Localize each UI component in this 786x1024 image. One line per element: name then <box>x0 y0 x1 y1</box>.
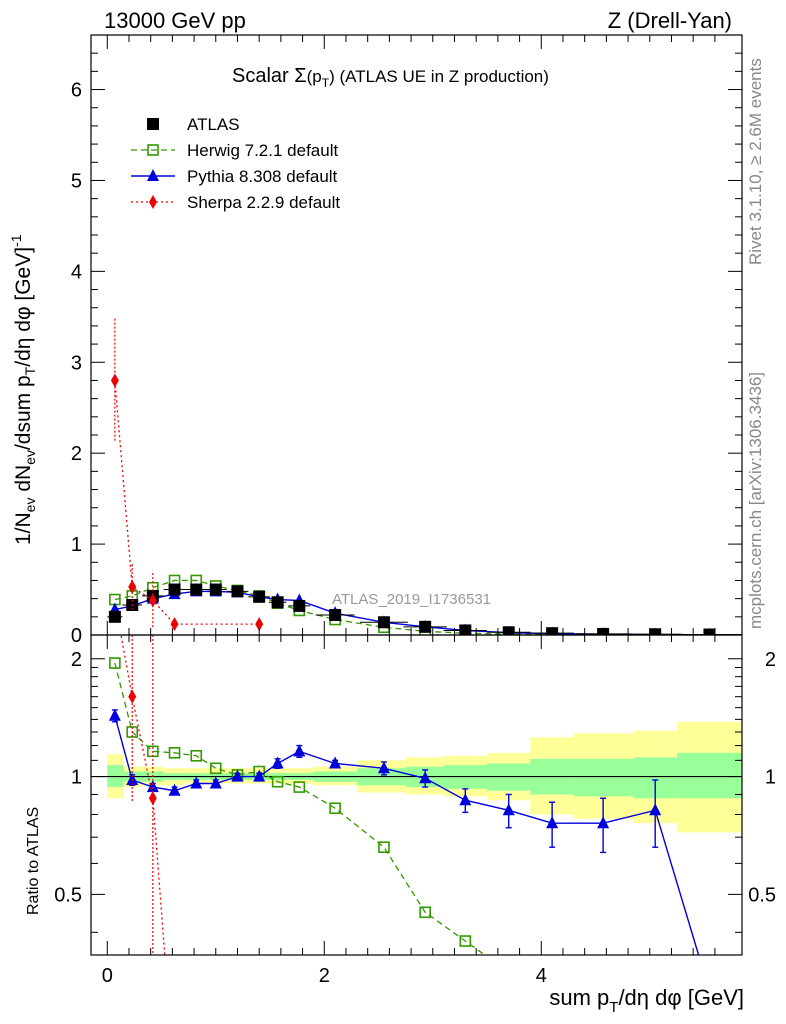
pythia-ratio-marker <box>108 708 121 721</box>
sherpa-marker <box>255 617 264 632</box>
analysis-watermark: ATLAS_2019_I1736531 <box>332 591 491 608</box>
herwig-ratio-marker <box>209 762 222 775</box>
pythia-ratio-marker <box>209 776 222 789</box>
atlas-marker <box>253 590 266 603</box>
atlas-marker <box>459 624 472 635</box>
sherpa-marker <box>110 373 119 388</box>
x-axis-label: sum pT/dη dφ [GeV] <box>549 985 744 1016</box>
herwig-ratio-marker <box>419 906 431 919</box>
atlas-marker <box>108 610 121 623</box>
main-y-ticks: 0 1 2 3 4 5 6 <box>71 52 742 647</box>
header-right: Z (Drell-Yan) <box>608 8 732 33</box>
legend: ATLAS Herwig 7.2.1 default Pythia 8.308 de… <box>131 115 340 212</box>
ratio-y-tick-label: 1 <box>71 767 82 789</box>
sherpa-marker <box>148 593 157 608</box>
plot-title: Scalar Σ(pT) (ATLAS UE in Z production) <box>232 65 549 90</box>
ratio-y-tick-label-right: 2 <box>765 649 776 671</box>
herwig-ratio-marker <box>168 747 181 759</box>
rivet-version-text: Rivet 3.1.10, ≥ 2.6M events <box>746 58 765 265</box>
pythia-ratio-marker <box>293 744 306 757</box>
legend-sherpa-marker <box>149 195 157 209</box>
pythia-ratio-marker <box>126 772 139 785</box>
ratio-panel: 0.5 0.5 1 1 2 2 <box>54 634 776 956</box>
atlas-marker <box>597 627 610 635</box>
legend-herwig-marker <box>147 144 159 156</box>
atlas-marker <box>329 609 342 621</box>
header-left: 13000 GeV pp <box>104 8 246 33</box>
legend-label: Sherpa 2.2.9 default <box>187 193 340 212</box>
ratio-y-ticks: 0.5 0.5 1 1 2 2 <box>54 649 776 933</box>
mcplots-credit-text: mcplots.cern.ch [arXiv:1306.3436] <box>746 372 765 629</box>
atlas-marker <box>502 626 515 635</box>
legend-atlas-marker <box>147 118 159 130</box>
y-tick-label: 3 <box>71 352 82 374</box>
band-inner-bin <box>573 758 634 797</box>
x-tick-label: 0 <box>102 965 113 987</box>
y-tick-label: 2 <box>71 443 82 465</box>
ratio-frame <box>90 634 743 956</box>
ratio-series <box>108 635 700 955</box>
ratio-y-tick-label-right: 0.5 <box>748 884 776 906</box>
y-tick-label: 0 <box>71 625 82 647</box>
pythia-ratio-marker <box>231 769 244 782</box>
y-tick-label: 5 <box>71 170 82 192</box>
sherpa-ratio-marker <box>128 689 137 704</box>
atlas-marker <box>209 583 222 596</box>
atlas-marker <box>293 599 306 612</box>
legend-label: Pythia 8.308 default <box>187 167 338 186</box>
x-tick-label: 2 <box>319 965 330 987</box>
main-y-axis-label: 1/Nev dNev/dsum pT/dη dφ [GeV]-1 <box>8 234 38 545</box>
pythia-ratio-marker <box>419 771 432 784</box>
ratio-y-tick-label: 2 <box>71 649 82 671</box>
pythia-ratio-marker <box>459 793 472 806</box>
legend-pythia-marker <box>147 169 159 181</box>
atlas-marker <box>419 620 432 633</box>
ratio-y-tick-label-right: 1 <box>765 767 776 789</box>
sherpa-marker <box>128 579 137 594</box>
sherpa-marker <box>170 617 179 632</box>
herwig-ratio-marker <box>459 935 472 947</box>
pythia-ratio-marker <box>546 816 559 829</box>
pythia-ratio-marker <box>329 756 342 769</box>
legend-label: Herwig 7.2.1 default <box>187 141 338 160</box>
pythia-ratio-marker <box>597 816 610 829</box>
band-inner-bin <box>676 752 742 799</box>
pythia-ratio-marker <box>649 803 662 816</box>
herwig-ratio-marker <box>378 841 390 853</box>
x-tick-label: 4 <box>536 965 547 987</box>
herwig-ratio-marker <box>271 775 284 788</box>
herwig-ratio-line <box>114 662 486 955</box>
pythia-ratio-marker <box>253 769 266 782</box>
pythia-ratio-marker <box>168 783 181 796</box>
y-tick-label: 6 <box>71 80 82 102</box>
pythia-ratio-marker <box>190 776 203 789</box>
y-tick-label: 4 <box>71 261 82 283</box>
atlas-marker <box>168 583 181 596</box>
ratio-y-axis-label: Ratio to ATLAS <box>25 807 42 915</box>
atlas-marker <box>377 616 390 629</box>
sherpa-ratio-marker <box>148 791 157 806</box>
atlas-marker <box>231 585 244 598</box>
pythia-ratio-marker <box>377 761 390 774</box>
atlas-marker <box>271 596 284 609</box>
pythia-ratio-marker <box>146 780 159 793</box>
legend-label: ATLAS <box>187 115 240 134</box>
ratio-y-tick-label: 0.5 <box>54 884 82 906</box>
herwig-ratio-marker <box>329 802 341 815</box>
pythia-ratio-marker <box>502 803 515 816</box>
y-tick-label: 1 <box>71 534 82 556</box>
atlas-marker <box>649 628 662 635</box>
herwig-ratio-marker <box>293 781 306 793</box>
atlas-marker <box>190 583 203 596</box>
pythia-ratio-marker <box>271 756 284 769</box>
atlas-marker <box>546 627 559 635</box>
herwig-ratio-marker <box>190 749 203 762</box>
herwig-ratio-marker <box>109 657 121 669</box>
x-ticks: 0 2 4 <box>102 35 716 987</box>
